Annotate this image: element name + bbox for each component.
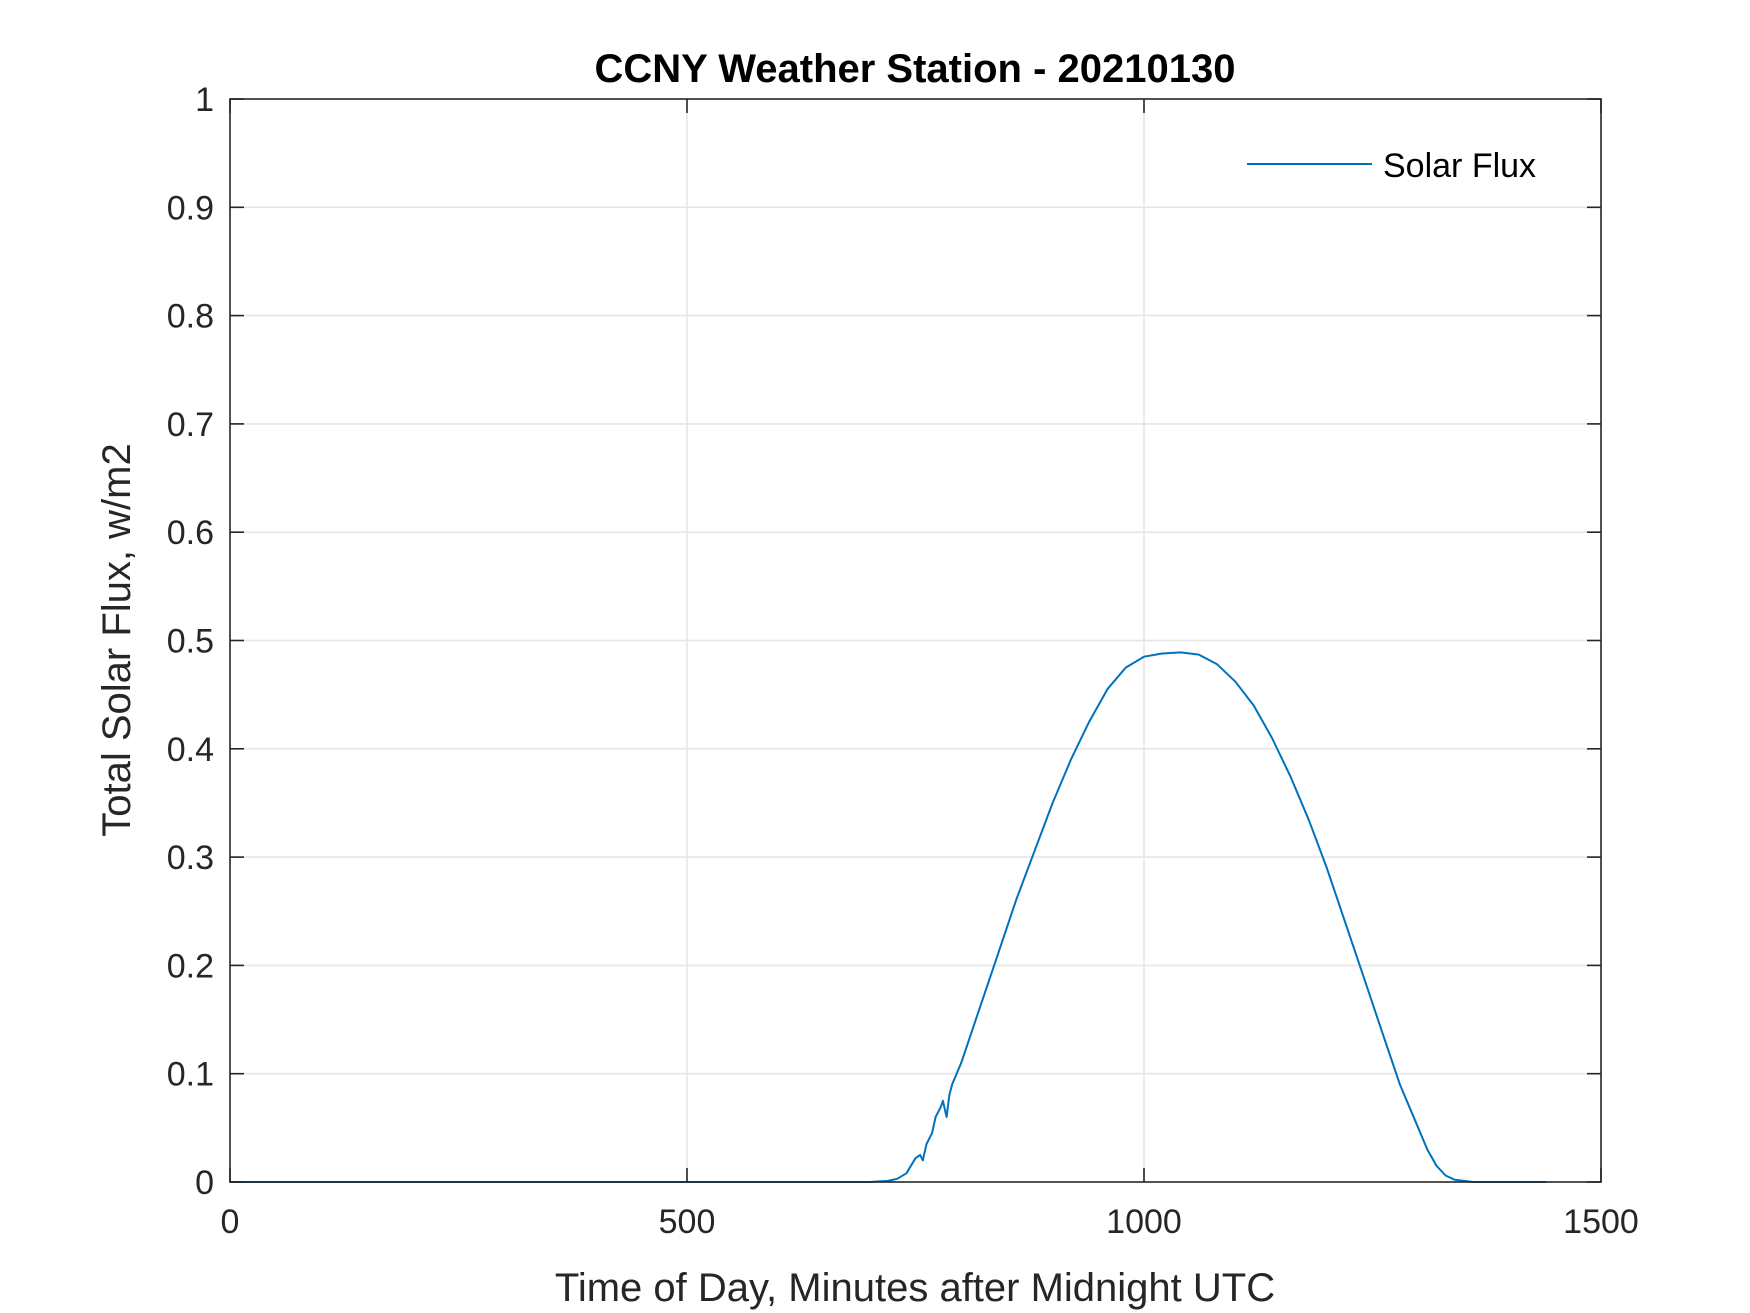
data-point-solar-flux — [896, 1178, 898, 1180]
data-point-solar-flux — [1180, 651, 1182, 653]
data-point-solar-flux — [919, 1154, 921, 1156]
data-point-solar-flux — [1143, 656, 1145, 658]
data-point-solar-flux — [1344, 921, 1346, 923]
data-point-solar-flux — [1417, 1127, 1419, 1129]
data-point-solar-flux — [997, 954, 999, 956]
data-point-solar-flux — [1326, 867, 1328, 869]
y-tick-label: 0 — [195, 1164, 214, 1202]
data-point-solar-flux — [1271, 737, 1273, 739]
data-point-solar-flux — [926, 1143, 928, 1145]
chart-title: CCNY Weather Station - 20210130 — [595, 47, 1236, 91]
data-point-solar-flux — [1436, 1165, 1438, 1167]
data-point-solar-flux — [979, 1008, 981, 1010]
data-point-solar-flux — [1052, 802, 1054, 804]
data-point-solar-flux — [1234, 681, 1236, 683]
data-point-solar-flux — [1015, 899, 1017, 901]
x-tick-label: 0 — [221, 1203, 240, 1241]
y-tick-label: 0.4 — [167, 731, 214, 769]
tick-label-layer: 0 0.1 0.2 0.3 0.4 0.5 0.6 0.7 0.8 0.9 1 0 500 1000 150… — [167, 81, 1639, 1241]
series-line-solar-flux — [230, 651, 1547, 1183]
data-point-solar-flux — [1198, 654, 1200, 656]
data-point-solar-flux — [1308, 818, 1310, 820]
data-point-solar-flux — [1125, 667, 1127, 669]
data-point-solar-flux — [910, 1165, 912, 1167]
data-point-solar-flux — [1289, 775, 1291, 777]
data-point-solar-flux — [946, 1116, 948, 1118]
line-layer — [230, 651, 1547, 1183]
data-point-solar-flux — [1454, 1179, 1456, 1181]
data-point-solar-flux — [937, 1111, 939, 1113]
data-point-solar-flux — [1253, 705, 1255, 707]
data-point-solar-flux — [1161, 653, 1163, 655]
x-tick-label: 500 — [659, 1203, 716, 1241]
data-point-solar-flux — [1070, 759, 1072, 761]
data-point-solar-flux — [922, 1159, 924, 1161]
data-point-solar-flux — [1216, 663, 1218, 665]
y-axis-label: Total Solar Flux, w/m2 — [95, 443, 139, 836]
data-point-solar-flux — [931, 1132, 933, 1134]
data-point-solar-flux — [928, 1138, 930, 1140]
legend-label-solar-flux: Solar Flux — [1383, 147, 1536, 185]
x-tick-label: 1000 — [1106, 1203, 1182, 1241]
data-point-solar-flux — [1106, 688, 1108, 690]
data-point-solar-flux — [935, 1116, 937, 1118]
data-point-solar-flux — [1381, 1029, 1383, 1031]
data-point-solar-flux — [1399, 1084, 1401, 1086]
data-point-solar-flux — [915, 1157, 917, 1159]
y-tick-label: 0.7 — [167, 406, 214, 444]
data-point-solar-flux — [1445, 1175, 1447, 1177]
x-axis-label: Time of Day, Minutes after Midnight UTC — [555, 1266, 1275, 1310]
y-tick-label: 0.5 — [167, 623, 214, 661]
y-tick-label: 0.3 — [167, 839, 214, 877]
data-point-solar-flux — [948, 1094, 950, 1096]
legend: Solar Flux — [1247, 147, 1536, 185]
data-point-solar-flux — [960, 1062, 962, 1064]
data-point-solar-flux — [1088, 721, 1090, 723]
y-tick-label: 0.1 — [167, 1056, 214, 1094]
grid-layer — [230, 99, 1601, 1182]
data-point-solar-flux — [940, 1105, 942, 1107]
data-point-solar-flux — [1033, 851, 1035, 853]
data-point-solar-flux — [942, 1100, 944, 1102]
y-tick-label: 1 — [195, 81, 214, 119]
y-tick-label: 0.8 — [167, 298, 214, 336]
data-point-solar-flux — [905, 1172, 907, 1174]
data-point-solar-flux — [1426, 1149, 1428, 1151]
x-tick-label: 1500 — [1563, 1203, 1639, 1241]
tick-layer — [229, 98, 1602, 1183]
y-tick-label: 0.6 — [167, 514, 214, 552]
data-point-solar-flux — [1362, 975, 1364, 977]
y-tick-label: 0.9 — [167, 189, 214, 227]
y-tick-label: 0.2 — [167, 947, 214, 985]
data-point-solar-flux — [951, 1084, 953, 1086]
